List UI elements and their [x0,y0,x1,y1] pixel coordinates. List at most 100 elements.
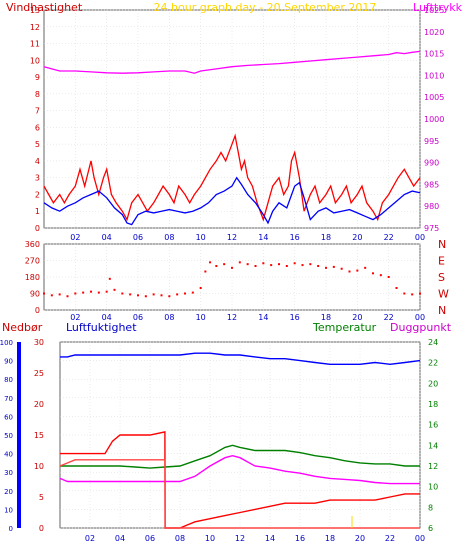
direction-tick-label: 180 [25,273,40,282]
luftfuktighet-tick-label: 20 [34,400,44,409]
x-tick-label: 02 [70,233,80,242]
gust-line [43,133,421,222]
nedbor-tick-label: 30 [4,469,13,477]
direction-point [387,276,390,278]
x-tick-label: 14 [258,233,268,242]
direction-point [223,263,226,266]
direction-point [332,265,335,268]
direction-point [184,292,186,295]
wind-tick-label: 0 [35,224,40,233]
direction-point [50,294,53,297]
wind-tick-label: 8 [35,90,40,99]
direction-tick-label: 270 [25,257,40,266]
direction-point [246,263,249,266]
compass-label: N [438,304,446,317]
x-tick-label: 06 [133,313,143,322]
nedbor-tick-label: 80 [4,376,13,384]
direction-point [204,270,207,273]
luftfuktighet-tick-label: 5 [39,493,44,502]
compass-label: N [438,238,446,251]
luftfuktighet-tick-label: 0 [39,524,44,533]
direction-point [411,293,414,296]
x-tick-label: 16 [290,233,300,242]
direction-point [285,265,288,267]
direction-point [58,293,61,296]
x-tick-label: 22 [384,313,394,322]
x-tick-label: 12 [227,313,237,322]
nedbor-tick-label: 20 [4,488,13,496]
x-tick-label: 20 [352,313,362,322]
direction-point [160,294,163,297]
wind-pressure-grid [44,9,421,229]
dewpoint-line [59,454,420,485]
x-tick-label: 14 [265,534,275,543]
luftfuktighet-tick-label: 25 [34,369,44,378]
direction-point [231,266,233,269]
direction-point [129,293,132,296]
wind-tick-label: 4 [35,157,40,166]
x-tick-label: 04 [102,313,112,322]
x-tick-label: 22 [384,233,394,242]
wind-tick-label: 10 [30,56,40,65]
direction-points [43,261,421,298]
x-tick-label: 16 [295,534,305,543]
temperature-tick-label: 12 [428,462,438,471]
direction-point [348,270,351,273]
wind-tick-label: 3 [35,174,40,183]
direction-point [379,274,382,277]
humidity-line [60,352,421,366]
x-tick-label: 04 [115,534,125,543]
direction-point [144,295,147,298]
precipitation-line [60,431,420,529]
pressure-tick-label: 1025 [424,6,444,15]
x-tick-label: 02 [85,534,95,543]
wind-tick-label: 1 [35,207,40,216]
pressure-tick-label: 980 [424,202,439,211]
direction-point [301,264,304,267]
wind-pressure-panel: 24 hour graph day - 20.September 2017 Vi… [6,1,463,242]
temperature-tick-label: 22 [428,359,438,368]
x-tick-label: 14 [258,313,268,322]
panel1-title: 24 hour graph day - 20.September 2017 [154,1,377,14]
direction-point [209,261,212,264]
x-tick-label: 20 [355,534,365,543]
temperature-tick-label: 6 [428,524,433,533]
x-tick-label: 00 [415,313,425,322]
wind-axis-label: Vindhastighet [6,1,83,14]
temperature-tick-label: 10 [428,483,438,492]
wind-pressure-series [43,50,421,226]
x-tick-label: 16 [290,313,300,322]
nedbor-label: Nedbør [2,321,43,334]
luftfuktighet-y-axis: 0 5 10 15 20 25 30 [34,338,44,533]
wind-tick-label: 9 [35,73,40,82]
precip_rate-line [59,459,420,529]
direction-point [325,266,327,269]
compass-label: E [438,255,445,268]
direction-point [121,292,124,295]
luftfuktighet-label: Luftfuktighet [66,321,137,334]
x-tick-label: 04 [102,233,112,242]
direction-y-axis: 0 90 180 270 360 [25,240,40,315]
direction-point [90,290,92,293]
pressure-tick-label: 1005 [424,93,444,102]
pressure-axis-label: Lufttrykk [413,1,463,14]
x-tick-label: 18 [321,233,331,242]
nedbor-tick-label: 100 [0,339,13,347]
direction-point [238,261,241,264]
direction-point [293,262,296,265]
nedbor-tick-label: 90 [4,358,13,366]
pressure-tick-label: 1020 [424,28,444,37]
direction-point [419,292,421,295]
temperature-tick-label: 24 [428,338,438,347]
nedbor-y-axis: 0 10 20 30 40 50 60 70 80 90 100 [0,339,13,533]
pressure-tick-label: 975 [424,224,439,233]
x-tick-label: 18 [325,534,335,543]
direction-point [340,267,343,270]
wind-tick-label: 12 [30,23,40,32]
pressure-y-axis: 975 980 985 990 995 1000 1005 1010 1015 1020 1025 [424,6,444,233]
direction-point [74,292,77,295]
x-tick-label: 06 [133,233,143,242]
temperature-tick-label: 20 [428,379,438,388]
